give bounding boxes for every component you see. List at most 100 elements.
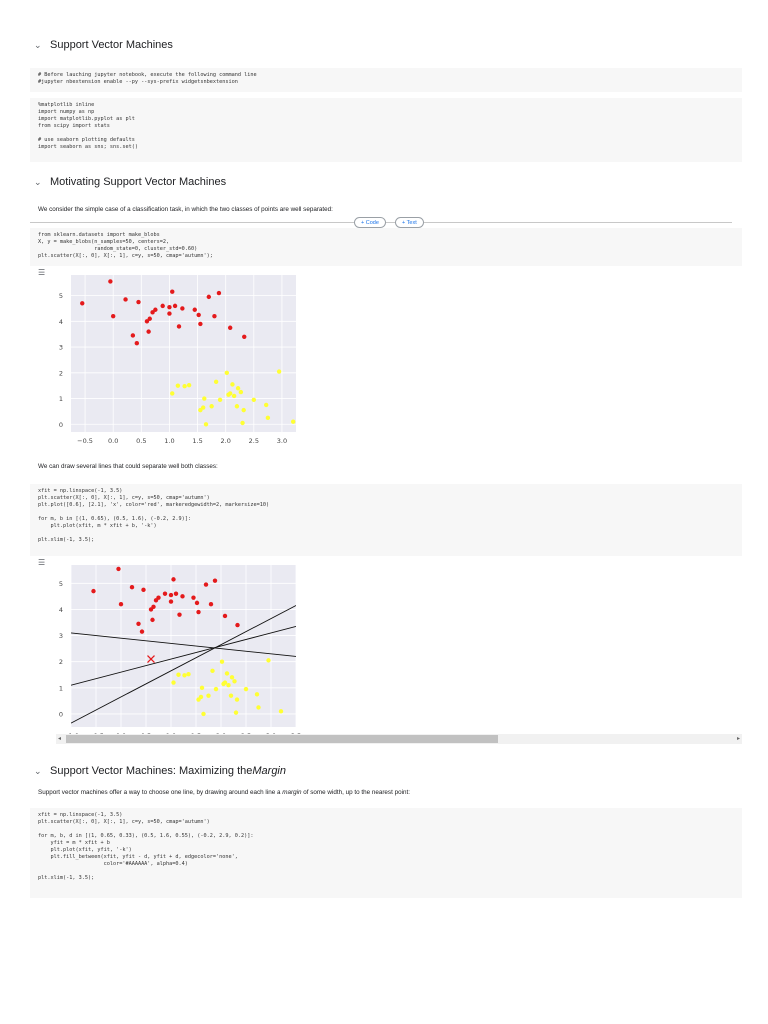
y-tick-label: 4 — [59, 318, 63, 326]
yellow-data-point — [232, 679, 237, 684]
red-data-point — [150, 310, 155, 315]
yellow-data-point — [230, 382, 235, 387]
yellow-data-point — [229, 675, 235, 680]
yellow-data-point — [263, 402, 269, 408]
add-text-button[interactable]: + Text — [395, 217, 424, 228]
section-title-pre: Support Vector Machines: Maximizing the — [50, 765, 253, 777]
horizontal-scrollbar[interactable]: ◂ ▸ — [56, 734, 742, 744]
section-heading-motivating[interactable]: ⌄ Motivating Support Vector Machines — [34, 176, 226, 188]
red-data-point — [160, 303, 165, 309]
section-heading-svm[interactable]: ⌄ Support Vector Machines — [34, 39, 173, 51]
section-heading-margin[interactable]: ⌄ Support Vector Machines: Maximizing th… — [34, 765, 286, 777]
yellow-data-point — [256, 705, 261, 710]
yellow-data-point — [202, 396, 207, 401]
red-data-point — [235, 622, 240, 628]
yellow-data-point — [233, 710, 239, 715]
red-data-point — [167, 311, 172, 316]
plot-background — [71, 275, 296, 432]
code-cell-5[interactable]: xfit = np.linspace(-1, 3.5) plt.scatter(… — [30, 808, 742, 898]
red-data-point — [191, 595, 196, 600]
scroll-right-icon[interactable]: ▸ — [736, 736, 740, 742]
separator-line — [71, 632, 296, 657]
red-data-point — [139, 629, 145, 634]
y-tick-label: 2 — [59, 369, 63, 377]
add-code-button[interactable]: + Code — [354, 217, 386, 228]
red-data-point — [108, 279, 113, 284]
red-data-point — [212, 578, 218, 583]
red-data-point — [171, 577, 176, 582]
x-tick-label: 1.5 — [191, 732, 201, 735]
yellow-data-point — [200, 405, 206, 410]
red-data-point — [151, 604, 156, 610]
red-data-point — [212, 313, 217, 319]
scatter-plot-1: −0.5 0.0 0.5 1.0 1.5 2.0 2.5 3.0 0 1 2 3 4 5 — [59, 275, 296, 445]
yellow-data-point — [198, 694, 204, 700]
code-cell-3[interactable]: from sklearn.datasets import make_blobs … — [30, 228, 742, 266]
yellow-data-point — [170, 391, 175, 396]
yellow-data-point — [243, 686, 249, 692]
red-data-point — [162, 591, 168, 596]
yellow-data-point — [251, 397, 257, 403]
red-data-point — [180, 594, 185, 599]
red-data-point — [153, 307, 158, 312]
yellow-data-point — [224, 671, 230, 676]
chevron-down-icon[interactable]: ⌄ — [34, 39, 42, 50]
yellow-data-point — [228, 693, 234, 698]
red-data-point — [146, 329, 151, 334]
output-menu-icon[interactable]: ☰ — [38, 268, 46, 277]
scrollbar-thumb[interactable] — [66, 735, 498, 743]
red-data-point — [110, 313, 116, 319]
x-tick-label: 2.0 — [221, 437, 231, 445]
yellow-data-point — [209, 404, 214, 409]
red-data-point — [172, 303, 178, 309]
yellow-data-point — [238, 389, 244, 395]
red-data-point — [168, 599, 174, 604]
yellow-data-point — [213, 379, 219, 385]
chevron-down-icon[interactable]: ⌄ — [34, 765, 42, 776]
code-cell-2[interactable]: %matplotlib inline import numpy as np im… — [30, 98, 742, 162]
x-tick-label: 3.0 — [266, 732, 276, 735]
yellow-data-point — [213, 686, 219, 692]
y-tick-label: 0 — [59, 421, 63, 429]
red-data-point — [116, 566, 121, 572]
yellow-data-point — [186, 672, 191, 677]
scroll-left-icon[interactable]: ◂ — [58, 736, 62, 742]
y-tick-label: 2 — [59, 658, 63, 666]
separator-line — [71, 605, 296, 724]
red-data-point — [173, 591, 179, 596]
yellow-data-point — [231, 393, 237, 399]
red-data-point — [180, 306, 185, 311]
x-tick-label: 3.0 — [277, 437, 287, 445]
x-tick-label: 1.0 — [164, 437, 174, 445]
plot-background — [71, 565, 296, 727]
x-tick-label: −0.5 — [77, 437, 93, 445]
y-tick-label: 1 — [59, 395, 63, 403]
code-cell-4[interactable]: xfit = np.linspace(-1, 3.5) plt.scatter(… — [30, 484, 742, 556]
yellow-data-point — [210, 668, 215, 674]
yellow-data-point — [222, 680, 228, 685]
yellow-data-point — [198, 407, 203, 413]
yellow-data-point — [175, 383, 181, 388]
red-data-point — [144, 319, 150, 324]
red-data-point — [192, 307, 197, 312]
yellow-data-point — [182, 383, 187, 389]
chevron-down-icon[interactable]: ⌄ — [34, 176, 42, 187]
markdown-text-1: We consider the simple case of a classif… — [38, 206, 333, 213]
red-data-point — [222, 613, 228, 619]
red-data-point — [167, 304, 172, 310]
section-title-em: Margin — [252, 765, 286, 777]
yellow-data-point — [290, 419, 296, 424]
yellow-data-point — [176, 672, 181, 677]
red-data-point — [170, 289, 175, 294]
red-data-point — [196, 312, 201, 318]
red-data-point — [206, 294, 212, 300]
code-cell-1[interactable]: # Before lauching jupyter notebook, exec… — [30, 68, 742, 92]
text-em: margin — [282, 789, 302, 796]
y-tick-label: 0 — [59, 710, 63, 718]
yellow-data-point — [219, 659, 225, 664]
y-tick-label: 3 — [59, 632, 63, 640]
text-post: of some width, up to the nearest point: — [301, 789, 410, 796]
x-tick-label: 3.5 — [291, 732, 301, 735]
output-menu-icon[interactable]: ☰ — [38, 558, 46, 567]
yellow-data-point — [240, 420, 245, 426]
